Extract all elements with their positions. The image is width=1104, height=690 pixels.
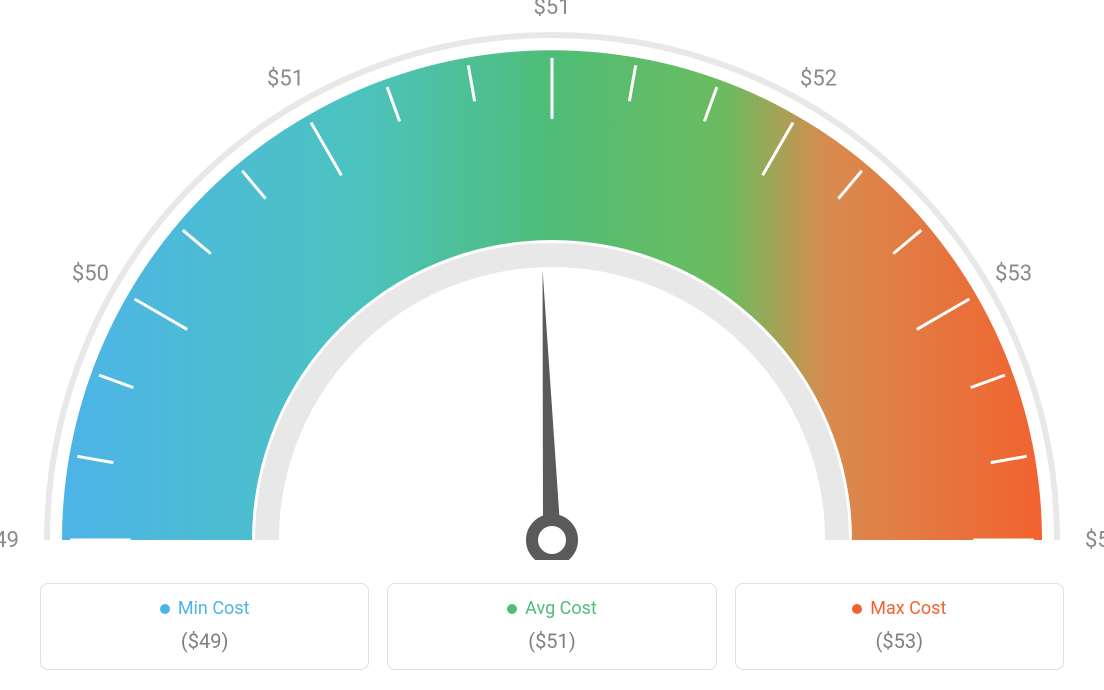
legend-dot-min <box>160 604 170 614</box>
legend-dot-avg <box>507 604 517 614</box>
legend-card-avg: Avg Cost ($51) <box>387 583 716 670</box>
legend-title-min: Min Cost <box>178 598 250 619</box>
gauge-svg: $49 $50 $51 $51 $52 $53 $53 <box>0 0 1104 560</box>
legend-title-row: Avg Cost <box>398 598 705 619</box>
tick-label: $49 <box>0 528 19 553</box>
legend-card-max: Max Cost ($53) <box>735 583 1064 670</box>
legend-title-row: Max Cost <box>746 598 1053 619</box>
tick-label: $53 <box>995 262 1032 287</box>
gauge-hub <box>532 520 572 560</box>
tick-label: $50 <box>72 262 109 287</box>
legend-card-min: Min Cost ($49) <box>40 583 369 670</box>
tick-label: $51 <box>267 66 304 91</box>
legend-title-avg: Avg Cost <box>525 598 597 619</box>
legend-value-max: ($53) <box>746 629 1053 653</box>
legend-value-min: ($49) <box>51 629 358 653</box>
tick-label: $52 <box>800 66 837 91</box>
legend-value-avg: ($51) <box>398 629 705 653</box>
tick-label: $53 <box>1085 528 1104 553</box>
legend-title-row: Min Cost <box>51 598 358 619</box>
gauge-needle <box>543 270 561 540</box>
gauge-chart: $49 $50 $51 $51 $52 $53 $53 <box>0 0 1104 560</box>
legend-row: Min Cost ($49) Avg Cost ($51) Max Cost (… <box>0 583 1104 670</box>
legend-dot-max <box>852 604 862 614</box>
tick-label: $51 <box>533 0 570 20</box>
legend-title-max: Max Cost <box>870 598 946 619</box>
